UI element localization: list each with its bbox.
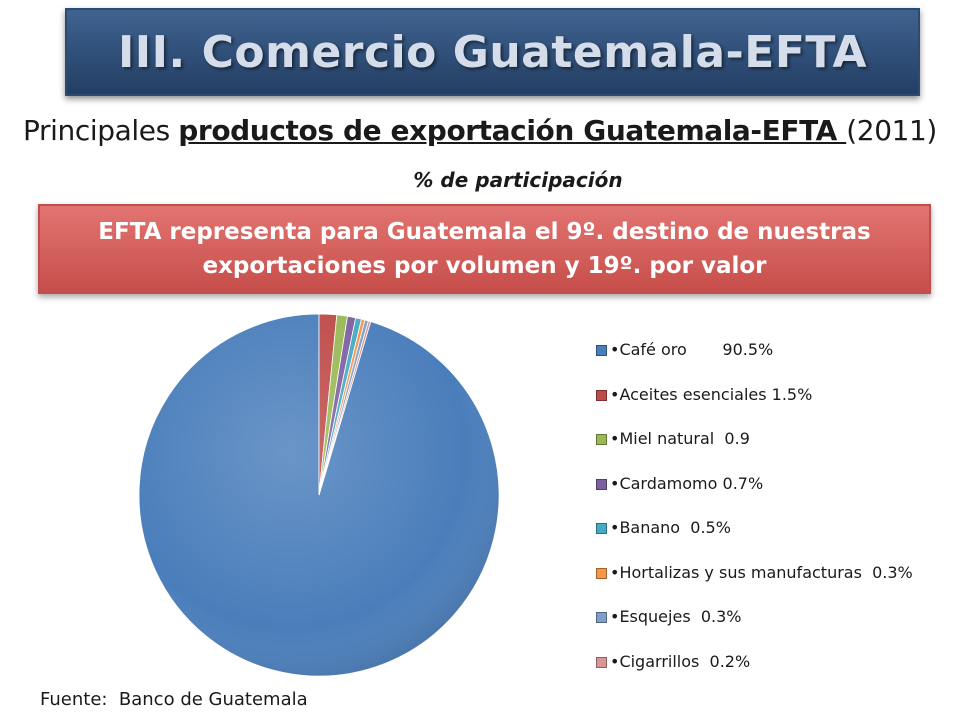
legend-swatch bbox=[596, 345, 607, 356]
legend-label: •Cigarrillos 0.2% bbox=[610, 651, 751, 671]
legend-swatch bbox=[596, 567, 607, 579]
legend-swatch bbox=[596, 612, 607, 623]
legend-label: •Esquejes 0.3% bbox=[610, 607, 742, 626]
legend-item: •Cardamomo 0.7% bbox=[596, 474, 913, 519]
legend-swatch bbox=[596, 389, 607, 401]
page-title: III. Comercio Guatemala-EFTA bbox=[117, 26, 868, 78]
legend-swatch bbox=[596, 656, 607, 668]
legend-item: •Cigarrillos 0.2% bbox=[596, 652, 913, 697]
subtitle-suffix: (2011) bbox=[846, 114, 937, 147]
pie-chart bbox=[138, 313, 500, 677]
chart-subtitle: Principales productos de exportación Gua… bbox=[0, 114, 960, 147]
callout-text: EFTA representa para Guatemala el 9º. de… bbox=[78, 215, 890, 283]
legend-item: •Aceites esenciales 1.5% bbox=[596, 385, 913, 430]
pie-slices bbox=[138, 313, 500, 677]
legend-item: •Esquejes 0.3% bbox=[596, 607, 913, 652]
source-note: Fuente: Banco de Guatemala bbox=[40, 689, 308, 710]
legend-swatch bbox=[596, 478, 607, 490]
legend-item: •Café oro 90.5% bbox=[596, 340, 913, 385]
legend-label: •Miel natural 0.9 bbox=[610, 429, 750, 448]
legend-item: •Miel natural 0.9 bbox=[596, 429, 913, 474]
legend-swatch bbox=[596, 523, 607, 534]
legend-label: •Banano 0.5% bbox=[610, 518, 731, 537]
subtitle-emphasis: productos de exportación Guatemala-EFTA bbox=[178, 114, 847, 147]
subtitle-prefix: Principales bbox=[23, 114, 179, 147]
callout-box: EFTA representa para Guatemala el 9º. de… bbox=[38, 204, 931, 294]
legend-label: •Cardamomo 0.7% bbox=[610, 473, 764, 493]
legend-label: •Café oro 90.5% bbox=[610, 340, 774, 359]
callout-line-1: EFTA representa para Guatemala el 9º. de… bbox=[98, 219, 871, 245]
legend-item: •Hortalizas y sus manufacturas 0.3% bbox=[596, 563, 913, 608]
legend-swatch bbox=[596, 434, 607, 445]
unit-note: % de participación bbox=[413, 168, 623, 192]
callout-line-2: exportaciones por volumen y 19º. por val… bbox=[202, 253, 767, 279]
legend-label: •Hortalizas y sus manufacturas 0.3% bbox=[610, 562, 913, 582]
legend-item: •Banano 0.5% bbox=[596, 518, 913, 563]
chart-legend: •Café oro 90.5% •Aceites esenciales 1.5% •… bbox=[596, 340, 913, 696]
title-banner: III. Comercio Guatemala-EFTA bbox=[65, 8, 920, 96]
legend-label: •Aceites esenciales 1.5% bbox=[610, 384, 813, 404]
